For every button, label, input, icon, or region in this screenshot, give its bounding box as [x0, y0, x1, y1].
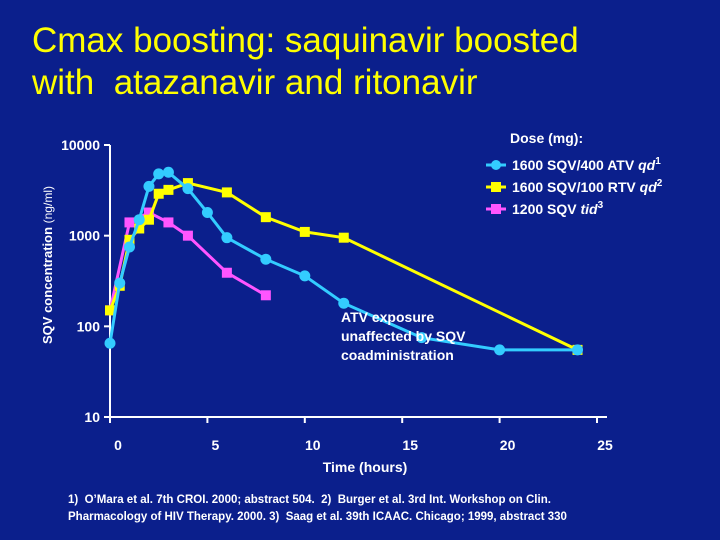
legend-label: 1600 SQV/400 ATV qd1 [512, 156, 661, 173]
legend-label: 1200 SQV tid3 [512, 200, 604, 217]
legend-marker [491, 204, 501, 214]
data-point [114, 277, 126, 289]
data-point [105, 305, 115, 316]
slide-title: Cmax boosting: saquinavir boosted with a… [32, 20, 692, 104]
legend-label-italic: tid [581, 201, 599, 217]
y-tick-label: 10 [84, 409, 100, 425]
legend-label-superscript: 3 [598, 200, 604, 211]
series-layer [104, 166, 584, 356]
data-point [123, 241, 135, 253]
x-tick-label: 20 [500, 437, 516, 453]
y-axis-label-units: (ng/ml) [41, 186, 55, 223]
chart-axes: 10 100 1000 10000 0 5 10 15 20 25 Time (hours) SQV … [40, 137, 613, 475]
data-point [221, 267, 232, 278]
series-3 [105, 207, 271, 316]
data-point [104, 337, 116, 349]
x-tick-label: 5 [212, 437, 220, 453]
line-chart: 10 100 1000 10000 0 5 10 15 20 25 Time (hours) SQV … [40, 130, 663, 475]
y-tick-label: 100 [77, 318, 101, 334]
legend-label-italic: qd [638, 157, 656, 173]
legend-label-superscript: 1 [655, 156, 661, 167]
data-point [338, 297, 350, 309]
data-point [153, 168, 165, 180]
data-point [143, 180, 155, 192]
annotation: ATV exposure unaffected by SQV coadministr… [341, 309, 466, 363]
data-point [182, 230, 193, 241]
data-point [182, 183, 194, 195]
y-axis-label: SQV concentration (ng/ml) [40, 186, 55, 344]
legend-label-superscript: 2 [657, 178, 663, 189]
x-tick-label: 25 [597, 437, 613, 453]
legend-marker [491, 160, 501, 170]
data-point [162, 166, 174, 178]
data-point [221, 232, 233, 244]
series-line [108, 170, 578, 352]
data-point [143, 207, 154, 218]
annotation-line: coadministration [341, 347, 454, 363]
data-point [221, 187, 232, 198]
data-point [163, 184, 174, 195]
data-point [124, 234, 135, 245]
data-point [133, 214, 145, 226]
legend-label-text: 1600 SQV/100 RTV [512, 179, 640, 195]
data-point [163, 217, 174, 228]
data-point [299, 270, 311, 282]
data-point [338, 232, 349, 243]
references: 1) O’Mara et al. 7th CROI. 2000; abstrac… [68, 492, 708, 526]
y-tick-label: 1000 [69, 228, 100, 244]
legend-label-italic: qd [640, 179, 658, 195]
data-point [124, 217, 135, 228]
series-1 [104, 166, 584, 356]
data-point [182, 178, 193, 189]
reference-line-1: 1) O’Mara et al. 7th CROI. 2000; abstrac… [68, 494, 551, 506]
data-point [494, 344, 506, 356]
data-point [134, 223, 145, 234]
data-point [260, 212, 271, 223]
title-line-1: Cmax boosting: saquinavir boosted [32, 21, 579, 60]
x-tick-label: 15 [402, 437, 418, 453]
data-point [260, 253, 272, 265]
legend-label: 1600 SQV/100 RTV qd2 [512, 178, 663, 195]
data-point [572, 344, 584, 356]
y-tick-label: 10000 [61, 137, 100, 153]
x-tick-label: 0 [114, 437, 122, 453]
legend-marker [491, 182, 501, 192]
legend-label-text: 1600 SQV/400 ATV [512, 157, 638, 173]
legend-title: Dose (mg): [510, 130, 583, 146]
legend-label-text: 1200 SQV [512, 201, 581, 217]
annotation-line: unaffected by SQV [341, 328, 466, 344]
x-axis-label: Time (hours) [323, 459, 408, 475]
data-point [143, 214, 154, 225]
reference-line-2: Pharmacology of HIV Therapy. 2000. 3) Sa… [68, 511, 567, 523]
annotation-line: ATV exposure [341, 309, 434, 325]
data-point [201, 207, 213, 219]
data-point [260, 290, 271, 301]
data-point [153, 188, 164, 199]
data-point [416, 332, 428, 344]
title-line-2: with atazanavir and ritonavir [32, 63, 478, 102]
x-tick-label: 10 [305, 437, 321, 453]
data-point [299, 226, 310, 237]
y-axis-label-main: SQV concentration [40, 223, 55, 344]
